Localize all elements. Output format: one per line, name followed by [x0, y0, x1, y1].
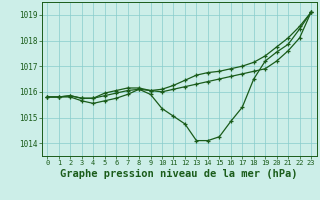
- X-axis label: Graphe pression niveau de la mer (hPa): Graphe pression niveau de la mer (hPa): [60, 169, 298, 179]
